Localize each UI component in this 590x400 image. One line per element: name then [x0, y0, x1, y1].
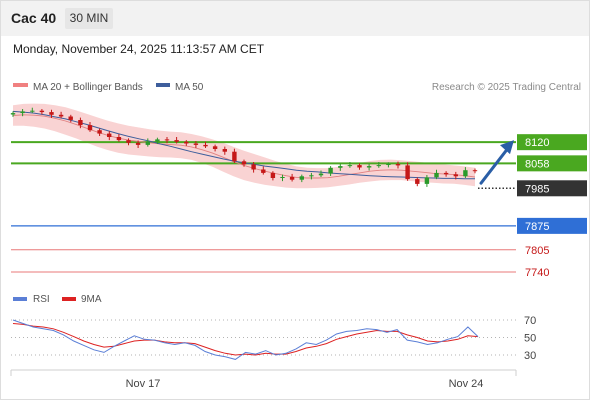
resistance-label: 8058	[525, 158, 549, 170]
candle-body	[376, 165, 381, 167]
candle-body	[107, 133, 112, 137]
candle-body	[434, 172, 439, 178]
candle-body	[68, 116, 73, 120]
ma20-legend-swatch	[13, 83, 28, 87]
candle-body	[164, 139, 170, 141]
projection-arrow	[479, 140, 514, 185]
candle-body	[232, 151, 237, 162]
candle-body	[347, 165, 353, 167]
candle-body	[280, 177, 285, 178]
level-labels: 8120 8058 7985 7875 7805 7740	[517, 134, 587, 279]
arrow-head	[500, 140, 514, 155]
candle-body	[30, 110, 35, 112]
pivot-label: 7875	[525, 221, 549, 233]
candle-body	[174, 140, 179, 142]
ma50-legend-swatch	[156, 83, 170, 87]
x-tick-label: Nov 24	[449, 378, 484, 390]
ma9-line	[12, 323, 479, 356]
candle-body	[289, 177, 295, 180]
support-label: 7805	[525, 245, 549, 257]
candle-body	[251, 164, 256, 170]
rsi-line	[12, 319, 479, 360]
candle-body	[395, 164, 401, 166]
candles	[10, 107, 478, 187]
candle-body	[87, 125, 93, 131]
support-label: 7740	[525, 267, 549, 279]
ma9-legend-label: 9MA	[81, 294, 102, 305]
candle-body	[366, 166, 372, 168]
candle-body	[39, 110, 45, 113]
rsi-legend-label: RSI	[33, 294, 50, 305]
candle-body	[116, 137, 122, 141]
pivot-label-box	[517, 217, 587, 234]
candle-body	[203, 144, 208, 147]
candle-body	[415, 179, 420, 184]
candle-body	[135, 142, 141, 145]
candle-body	[299, 176, 304, 180]
datetime-label: Monday, November 24, 2025 11:13:57 AM CE…	[13, 42, 265, 56]
chart-header: Cac 40 30 MIN	[0, 0, 590, 36]
level-lines	[11, 141, 516, 273]
resistance-label-box	[517, 134, 587, 151]
copyright-text: Research © 2025 Trading Central	[432, 82, 581, 93]
candle-body	[97, 130, 102, 134]
candle-body	[463, 170, 468, 177]
resistance-label: 8120	[525, 137, 549, 149]
candle-body	[443, 172, 449, 175]
rsi-tick-label: 30	[524, 350, 536, 362]
candle-body	[58, 114, 64, 117]
candle-body	[328, 167, 333, 174]
ma50-legend-label: MA 50	[175, 82, 204, 93]
rsi-tick-label: 50	[524, 333, 536, 345]
x-axis-labels: Nov 17 Nov 24	[126, 378, 484, 390]
ma9-legend-swatch	[62, 297, 76, 301]
candle-body	[357, 165, 362, 168]
candle-body	[309, 175, 314, 177]
x-tick-label: Nov 17	[126, 378, 161, 390]
candle-body	[472, 170, 478, 172]
ma20-legend-label: MA 20 + Bollinger Bands	[33, 82, 143, 93]
candle-body	[386, 164, 391, 165]
candle-body	[405, 165, 410, 180]
instrument-title: Cac 40	[11, 10, 57, 26]
candle-body	[145, 141, 150, 145]
timeframe-button[interactable]: 30 MIN	[65, 8, 113, 29]
candle-body	[261, 169, 266, 173]
rsi-legend-swatch	[13, 297, 27, 301]
last-price-label: 7985	[525, 183, 549, 195]
rsi-panel: 30 50 70	[11, 315, 536, 362]
candle-body	[318, 173, 324, 176]
candle-body	[155, 139, 160, 142]
candle-body	[222, 149, 227, 152]
candle-body	[49, 112, 54, 115]
rsi-tick-label: 70	[524, 315, 536, 327]
candle-body	[10, 113, 16, 115]
candle-body	[424, 177, 430, 184]
candle-body	[270, 172, 276, 178]
candle-body	[193, 143, 199, 145]
candle-body	[78, 120, 83, 126]
candle-body	[212, 146, 218, 149]
candle-body	[184, 141, 189, 144]
candle-body	[453, 174, 458, 177]
candle-body	[338, 166, 343, 168]
last-price-label-box	[517, 180, 587, 197]
arrow-shaft	[479, 146, 510, 185]
candle-body	[241, 161, 247, 165]
candle-body	[126, 140, 131, 143]
resistance-label-box	[517, 155, 587, 172]
candle-body	[20, 111, 25, 114]
